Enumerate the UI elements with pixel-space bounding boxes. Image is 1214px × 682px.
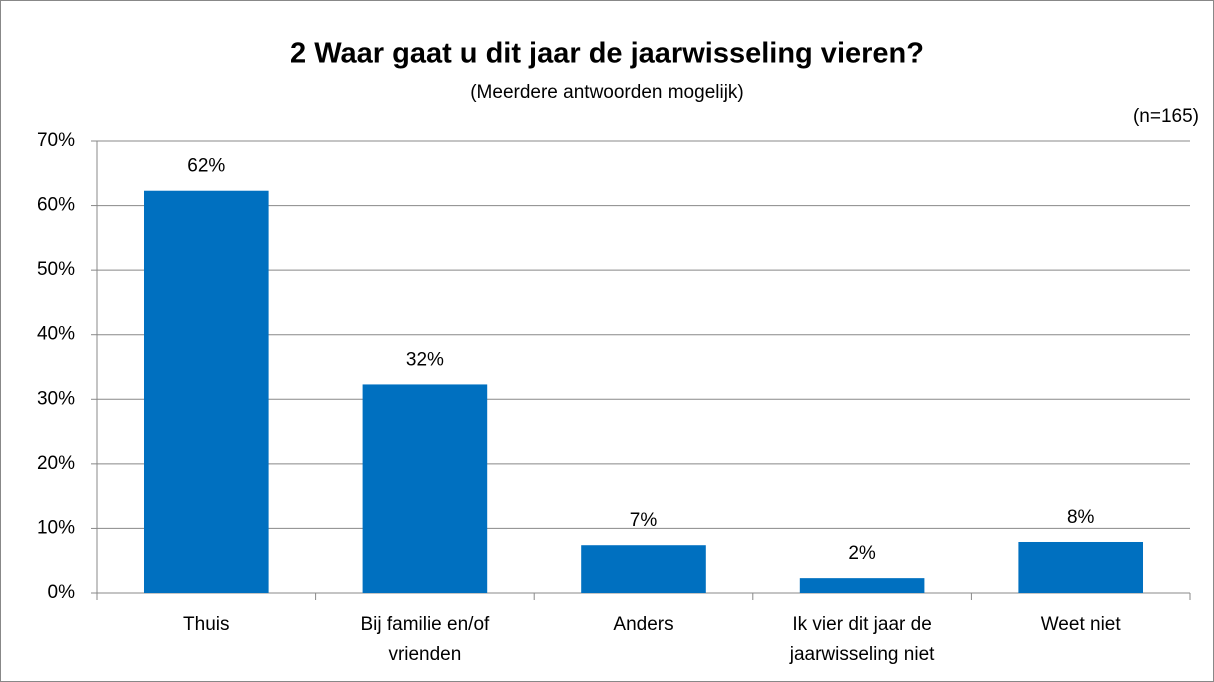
value-label: 2%: [848, 543, 876, 564]
annotation: (n=165): [1133, 106, 1199, 127]
value-label: 7%: [630, 510, 658, 531]
x-tick-label: Thuis: [183, 614, 230, 635]
bar: [362, 384, 488, 593]
y-tick-label: 20%: [37, 453, 75, 474]
y-tick-label: 30%: [37, 388, 75, 409]
value-label: 32%: [406, 349, 444, 370]
y-tick-label: 70%: [37, 130, 75, 151]
bar: [799, 578, 925, 593]
y-tick-label: 50%: [37, 259, 75, 280]
bar: [143, 190, 269, 593]
y-tick-label: 60%: [37, 195, 75, 216]
value-label: 62%: [187, 156, 225, 177]
chart-subtitle: (Meerdere antwoorden mogelijk): [470, 82, 744, 103]
bar: [581, 545, 706, 593]
bar: [1018, 541, 1144, 593]
y-tick-label: 10%: [37, 517, 75, 538]
x-tick-label: Bij familie en/of vrienden: [360, 614, 490, 665]
value-label: 8%: [1067, 507, 1095, 528]
chart-title: 2 Waar gaat u dit jaar de jaarwisseling …: [290, 38, 924, 70]
x-tick-label: Weet niet: [1040, 614, 1121, 635]
x-tick-label: Anders: [613, 614, 674, 635]
y-tick-label: 0%: [48, 582, 76, 603]
y-tick-label: 40%: [37, 324, 75, 345]
x-tick-label: Ik vier dit jaar de jaarwisseling niet: [789, 614, 935, 665]
